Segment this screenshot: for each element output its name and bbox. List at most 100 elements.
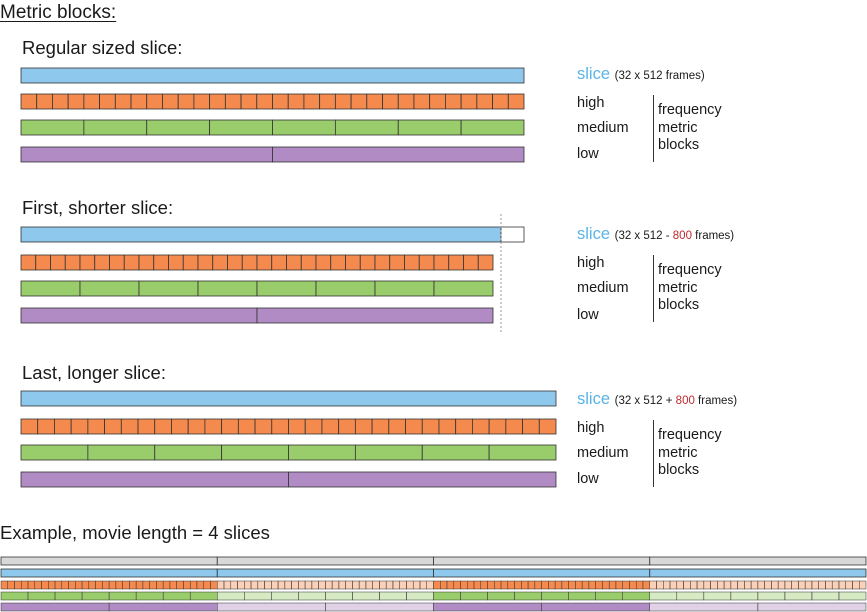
example-high-block: [649, 580, 657, 590]
example-high-block: [108, 580, 117, 590]
medium-block: [334, 119, 399, 136]
high-block: [256, 254, 273, 271]
high-block: [70, 418, 89, 435]
section-heading-last: Last, longer slice:: [22, 362, 166, 383]
high-block: [114, 93, 132, 110]
example-medium-block: [271, 591, 299, 601]
high-block: [389, 254, 405, 271]
medium-block: [87, 444, 156, 461]
slice-detail-pre: (32 x 512 +: [614, 395, 676, 407]
slice-detail-delta: 800: [675, 395, 695, 407]
high-block: [240, 93, 258, 110]
example-high-block: [298, 580, 306, 590]
high-block: [354, 418, 373, 435]
high-block: [288, 418, 306, 435]
example-high-block: [217, 580, 225, 590]
example-high-block: [48, 580, 56, 590]
slice-word: slice: [577, 65, 611, 83]
high-block: [67, 93, 85, 110]
high-block: [109, 254, 125, 271]
high-block: [315, 254, 332, 271]
low-block: [272, 146, 525, 163]
example-medium-block: [135, 591, 164, 601]
example-high-block: [406, 580, 414, 590]
high-block: [54, 418, 72, 435]
medium-block: [433, 280, 494, 297]
page-title: Metric blocks:: [0, 2, 117, 23]
medium-block: [288, 444, 356, 461]
example-high-block: [75, 580, 83, 590]
example-high-block: [521, 580, 529, 590]
freq-line-1: frequency: [658, 102, 722, 118]
freq-line-2: metric: [658, 279, 698, 296]
example-high-block: [210, 580, 218, 590]
high-block: [359, 254, 376, 271]
slice-label-last: slice (32 x 512 + 800 frames): [577, 391, 737, 408]
example-high-block: [757, 580, 765, 590]
example-high-block: [804, 580, 813, 590]
example-low-block: [108, 602, 218, 612]
example-high-block: [696, 580, 705, 590]
example-high-block: [95, 580, 103, 590]
example-high-block: [635, 580, 644, 590]
high-block: [522, 418, 540, 435]
example-medium-block: [676, 591, 705, 601]
high-block: [448, 254, 464, 271]
example-high-block: [548, 580, 556, 590]
high-block: [405, 418, 423, 435]
example-high-block: [703, 580, 711, 590]
high-block: [153, 254, 169, 271]
medium-block: [272, 119, 336, 136]
medium-block: [221, 444, 289, 461]
example-medium-block: [54, 591, 83, 601]
example-high-block: [379, 580, 387, 590]
example-high-block: [223, 580, 232, 590]
example-medium-block: [757, 591, 786, 601]
medium-block: [83, 119, 148, 136]
low-block: [256, 307, 494, 324]
slice-detail-delta: 800: [672, 230, 692, 242]
frequency-bracket-line: [653, 95, 654, 162]
high-block: [382, 93, 399, 110]
high-block: [50, 254, 66, 271]
high-block: [334, 93, 352, 110]
freq-line-2: metric: [658, 119, 698, 136]
example-low-block: [541, 602, 650, 612]
high-block: [445, 93, 462, 110]
section-heading-first: First, shorter slice:: [22, 197, 174, 218]
example-high-block: [690, 580, 698, 590]
example-low-block: [649, 602, 759, 612]
high-block: [193, 93, 211, 110]
slice-detail-pre: (32 x 512: [614, 70, 663, 82]
example-high-block: [541, 580, 549, 590]
example-high-block: [514, 580, 522, 590]
example-high-block: [264, 580, 272, 590]
example-medium-block: [379, 591, 407, 601]
example-high-block: [162, 580, 171, 590]
example-high-block: [358, 580, 367, 590]
high-block: [538, 418, 557, 435]
example-high-block: [331, 580, 340, 590]
example-high-block: [446, 580, 455, 590]
movie-slice-bar: [216, 556, 434, 566]
example-heading: Example, movie length = 4 slices: [0, 522, 270, 543]
slice-bar-remainder: [500, 226, 525, 243]
high-block: [138, 254, 155, 271]
example-medium-block: [244, 591, 272, 601]
high-block: [476, 93, 493, 110]
high-block: [154, 418, 172, 435]
high-block: [421, 418, 440, 435]
medium-block: [154, 444, 223, 461]
example-high-block: [744, 580, 752, 590]
example-medium-block: [108, 591, 137, 601]
slice-detail: (32 x 512 frames): [615, 70, 705, 82]
example-high-block: [642, 580, 650, 590]
example-high-block: [250, 580, 259, 590]
example-medium-block: [784, 591, 813, 601]
example-medium-block: [189, 591, 218, 601]
example-high-block: [318, 580, 326, 590]
medium-block: [354, 444, 423, 461]
example-medium-block: [811, 591, 840, 601]
example-high-block: [487, 580, 495, 590]
